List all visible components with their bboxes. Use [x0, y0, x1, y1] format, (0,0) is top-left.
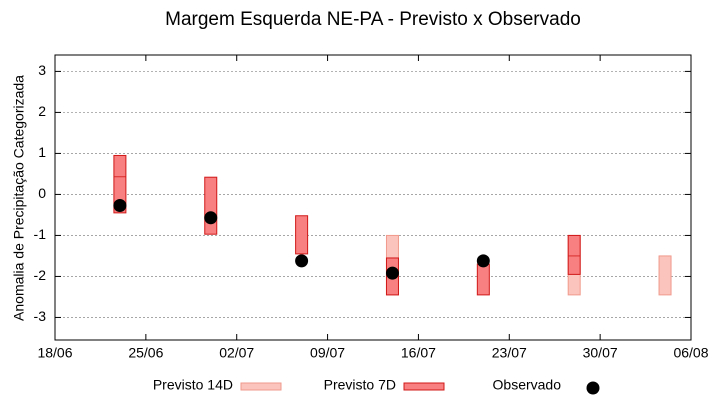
x-tick-label: 23/07 [492, 345, 527, 361]
range-bar [567, 234, 581, 275]
observed-point [385, 266, 399, 280]
y-tick-label: -3 [34, 308, 47, 324]
x-tick-label: 02/07 [219, 345, 254, 361]
x-tick-label: 25/06 [128, 345, 163, 361]
legend-label: Previsto 14D [153, 377, 233, 393]
range-bar [295, 215, 309, 255]
observed-point [204, 211, 218, 225]
observed-point [476, 254, 490, 268]
y-tick-label: 2 [38, 103, 46, 119]
plot-border [54, 54, 692, 341]
y-tick-label: 3 [38, 62, 46, 78]
x-tick-label: 30/07 [583, 345, 618, 361]
x-tick-label: 09/07 [310, 345, 345, 361]
legend-label: Observado [493, 377, 562, 393]
range-bar [658, 255, 672, 296]
range-bar [476, 263, 490, 296]
legend-swatch [240, 382, 282, 391]
x-tick-label: 18/06 [37, 345, 72, 361]
y-tick-label: 1 [38, 144, 46, 160]
y-tick-label: 0 [38, 185, 46, 201]
x-tick-label: 06/08 [673, 345, 708, 361]
y-axis-label: Anomalia de Precipitação Categorizada [11, 75, 27, 321]
observed-point [113, 198, 127, 212]
y-tick-label: -1 [34, 226, 47, 242]
y-tick-label: -2 [34, 267, 47, 283]
legend-marker [586, 381, 600, 395]
chart-title: Margem Esquerda NE-PA - Previsto x Obser… [165, 9, 581, 30]
range-bar [204, 176, 218, 235]
range-bar [113, 154, 127, 214]
legend-swatch [403, 382, 445, 391]
x-tick-label: 16/07 [401, 345, 436, 361]
legend-label: Previsto 7D [324, 377, 396, 393]
observed-point [295, 254, 309, 268]
